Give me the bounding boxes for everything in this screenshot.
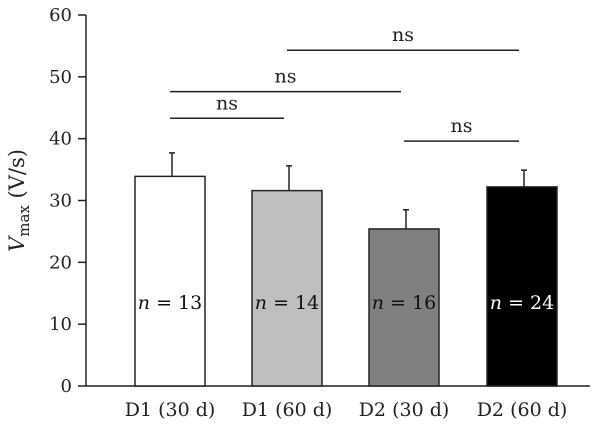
- bars: [134, 175, 558, 387]
- significance-brackets: ns ns ns ns: [170, 24, 519, 142]
- n-label: n = 14: [255, 292, 319, 314]
- y-axis-title: Vmax (V/s): [5, 149, 33, 252]
- y-axis-title-sub: max: [15, 205, 33, 237]
- n-label-value: = 13: [150, 292, 202, 314]
- n-label-value: = 24: [502, 292, 554, 314]
- bar: [251, 189, 323, 387]
- significance-label: ns: [216, 92, 238, 114]
- x-tick-label: D1 (60 d): [242, 399, 333, 421]
- n-label: n = 13: [138, 292, 202, 314]
- bar: [368, 228, 440, 387]
- y-tick-label: 60: [49, 5, 72, 26]
- significance-label: ns: [451, 115, 473, 137]
- y-tick-label: 0: [61, 376, 72, 397]
- bar: [134, 175, 206, 387]
- y-tick-label: 50: [49, 67, 72, 88]
- y-tick-label: 10: [49, 314, 72, 335]
- n-label-italic: n: [255, 292, 267, 314]
- n-label-italic: n: [490, 292, 502, 314]
- bar: [486, 186, 558, 387]
- x-tick-label: D2 (30 d): [359, 399, 450, 421]
- x-axis-labels: D1 (30 d) D1 (60 d) D2 (30 d) D2 (60 d): [125, 399, 568, 421]
- n-label-italic: n: [138, 292, 150, 314]
- y-tick-label: 20: [49, 252, 72, 273]
- significance-label: ns: [392, 24, 414, 46]
- x-tick-label: D1 (30 d): [125, 399, 216, 421]
- y-tick-label: 30: [49, 191, 72, 212]
- n-labels: n = 13 n = 14 n = 16 n = 24: [138, 292, 554, 314]
- y-axis-title-text: Vmax (V/s): [5, 149, 33, 252]
- y-axis-title-unit: (V/s): [5, 149, 29, 205]
- n-label: n = 16: [372, 292, 436, 314]
- n-label: n = 24: [490, 292, 554, 314]
- y-axis-title-main: V: [5, 235, 29, 252]
- x-tick-label: D2 (60 d): [477, 399, 568, 421]
- y-tick-label: 40: [49, 129, 72, 150]
- error-bars: [169, 152, 527, 229]
- n-label-value: = 14: [267, 292, 319, 314]
- significance-label: ns: [275, 66, 297, 88]
- n-label-value: = 16: [384, 292, 436, 314]
- n-label-italic: n: [372, 292, 384, 314]
